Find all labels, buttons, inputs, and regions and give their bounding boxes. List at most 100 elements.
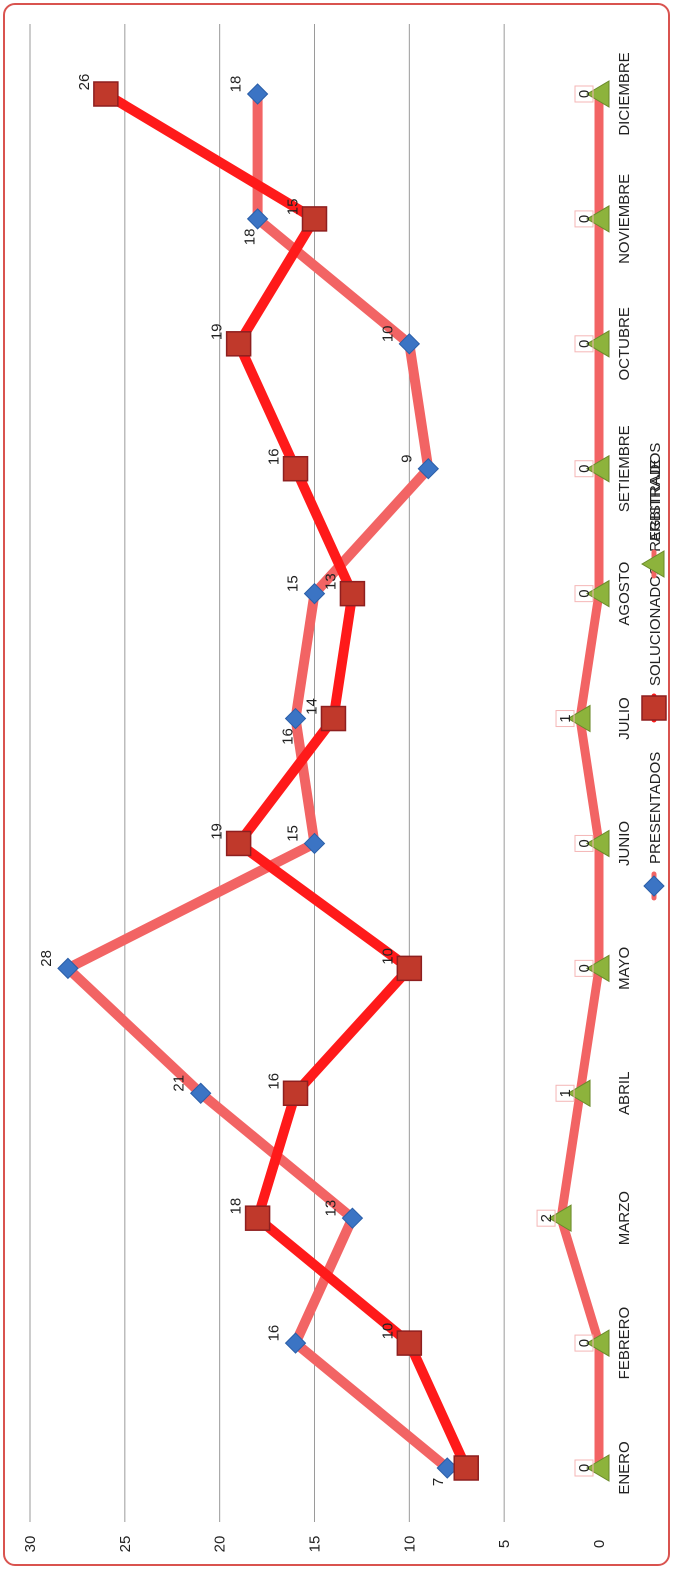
x-tick-label: MAYO bbox=[616, 947, 633, 990]
data-point-0 bbox=[246, 208, 269, 230]
data-point-2 bbox=[567, 704, 591, 733]
data-label-box bbox=[574, 834, 594, 852]
data-label: 14 bbox=[303, 698, 320, 715]
data-label: 0 bbox=[576, 839, 593, 847]
data-label: 10 bbox=[379, 1323, 396, 1340]
data-label: 0 bbox=[576, 90, 593, 98]
data-point-1 bbox=[396, 955, 423, 982]
data-point-2 bbox=[586, 80, 610, 108]
x-tick-label: JUNIO bbox=[616, 821, 633, 866]
data-point-0 bbox=[246, 83, 269, 105]
data-point-2 bbox=[586, 829, 610, 858]
data-label: 0 bbox=[576, 215, 593, 223]
data-label: 10 bbox=[379, 325, 396, 342]
y-tick-label: 20 bbox=[212, 1536, 229, 1553]
data-label: 26 bbox=[76, 74, 93, 91]
data-point-2 bbox=[567, 1079, 591, 1108]
data-label: 0 bbox=[576, 589, 593, 597]
data-point-2 bbox=[586, 579, 610, 608]
data-label: 15 bbox=[285, 825, 302, 842]
data-label: 15 bbox=[285, 199, 302, 216]
data-point-2 bbox=[586, 205, 610, 233]
legend-label: PRESENTADOS bbox=[647, 752, 664, 864]
data-label: 0 bbox=[576, 964, 593, 972]
data-label: 16 bbox=[266, 1073, 283, 1090]
data-label-box bbox=[555, 1084, 575, 1102]
data-point-2 bbox=[586, 1454, 610, 1482]
series-line-2 bbox=[556, 89, 604, 1473]
data-point-2 bbox=[586, 454, 610, 483]
data-point-1 bbox=[453, 1455, 479, 1481]
data-label: 9 bbox=[398, 455, 415, 463]
data-point-0 bbox=[284, 707, 307, 730]
data-point-2 bbox=[586, 329, 610, 358]
y-tick-label: 0 bbox=[591, 1540, 608, 1548]
x-tick-label: NOVIEMBRE bbox=[616, 174, 633, 264]
data-label: 13 bbox=[322, 1200, 339, 1217]
data-label-box bbox=[574, 335, 594, 353]
data-label: 18 bbox=[228, 76, 245, 93]
data-label: 1 bbox=[557, 714, 574, 722]
data-label-box bbox=[574, 210, 594, 228]
y-tick-label: 5 bbox=[496, 1540, 513, 1548]
y-tick-label: 10 bbox=[401, 1536, 418, 1553]
chart-frame: 0 5 10 15 20 25 30 ENERO FEBRERO MARZO ABRIL MAYO JU… bbox=[3, 3, 670, 1566]
legend-label: ARBITRAJE bbox=[647, 459, 664, 542]
x-tick-label: AGOSTO bbox=[616, 562, 633, 626]
series-line-0 bbox=[62, 89, 453, 1473]
data-point-0 bbox=[57, 957, 79, 980]
data-point-1 bbox=[320, 705, 347, 732]
y-tick-label: 25 bbox=[117, 1536, 134, 1553]
data-label: 18 bbox=[228, 1198, 245, 1215]
data-point-0 bbox=[303, 832, 326, 855]
data-point-1 bbox=[301, 206, 328, 232]
data-point-2 bbox=[586, 954, 610, 983]
data-label: 21 bbox=[171, 1075, 188, 1092]
legend-swatch-marker bbox=[641, 550, 665, 578]
data-label: 10 bbox=[379, 948, 396, 965]
y-tick-label: 15 bbox=[307, 1536, 324, 1553]
data-label-box bbox=[574, 585, 594, 603]
data-label: 19 bbox=[209, 323, 226, 340]
data-label: 0 bbox=[576, 1339, 593, 1347]
data-label: 28 bbox=[38, 950, 55, 967]
data-point-1 bbox=[93, 81, 119, 107]
data-point-1 bbox=[339, 580, 366, 607]
data-label-box bbox=[574, 1459, 594, 1477]
data-label: 0 bbox=[576, 465, 593, 473]
legend-swatch-marker bbox=[643, 875, 665, 897]
data-label: 7 bbox=[430, 1478, 447, 1486]
line-chart: 051015202530ENEROFEBREROMARZOABRILMAYOJU… bbox=[22, 24, 667, 1553]
x-tick-label: SETIEMBRE bbox=[616, 425, 633, 512]
data-point-1 bbox=[244, 1205, 271, 1231]
data-label: 1 bbox=[557, 1089, 574, 1097]
data-point-1 bbox=[282, 1080, 309, 1107]
y-tick-label: 30 bbox=[22, 1536, 39, 1553]
data-label-box bbox=[574, 460, 594, 478]
data-label: 0 bbox=[576, 1464, 593, 1472]
data-point-2 bbox=[586, 1329, 610, 1357]
data-label-box bbox=[536, 1209, 556, 1227]
data-point-0 bbox=[398, 333, 421, 355]
data-point-0 bbox=[303, 582, 326, 605]
legend-swatch-marker bbox=[641, 695, 667, 721]
data-label: 15 bbox=[285, 575, 302, 592]
data-label: 13 bbox=[322, 573, 339, 590]
x-tick-label: DICIEMBRE bbox=[616, 52, 633, 135]
series-line-1 bbox=[100, 89, 472, 1473]
data-point-0 bbox=[341, 1207, 364, 1229]
data-label-box bbox=[574, 959, 594, 977]
x-tick-label: MARZO bbox=[616, 1191, 633, 1245]
x-tick-label: ENERO bbox=[616, 1441, 633, 1494]
data-label: 19 bbox=[209, 823, 226, 840]
data-label: 16 bbox=[280, 728, 297, 745]
data-point-0 bbox=[189, 1082, 212, 1104]
data-label-box bbox=[555, 710, 575, 728]
x-tick-label: ABRIL bbox=[616, 1072, 633, 1115]
data-label: 0 bbox=[576, 340, 593, 348]
data-label: 16 bbox=[266, 1325, 283, 1342]
data-point-1 bbox=[225, 331, 252, 357]
data-point-2 bbox=[548, 1204, 572, 1233]
x-tick-label: OCTUBRE bbox=[616, 307, 633, 380]
data-point-1 bbox=[225, 830, 252, 857]
